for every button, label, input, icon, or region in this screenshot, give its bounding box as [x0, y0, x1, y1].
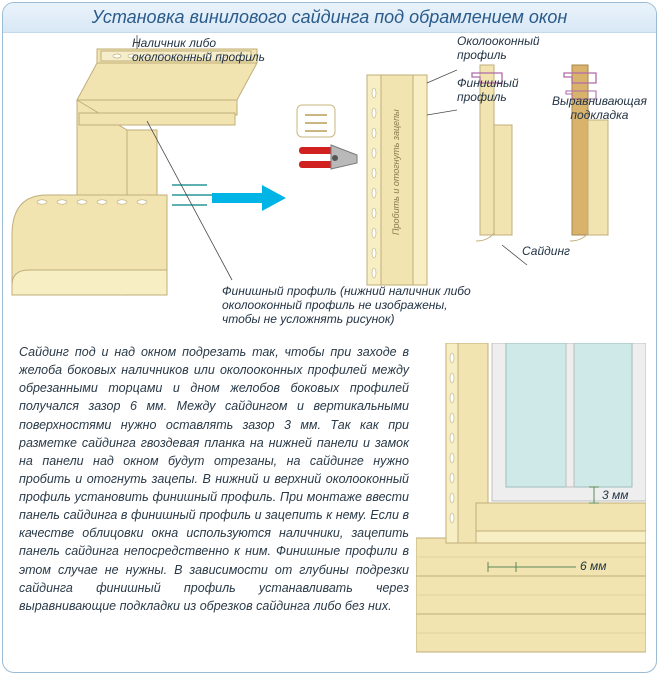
label-finish-note: Финишный профиль (нижний наличник либо о…	[222, 285, 482, 326]
top-diagram-region: Пробить и отогнуть зацепы	[7, 35, 652, 335]
punch-tool-panel: Пробить и отогнуть зацепы	[287, 65, 457, 295]
label-gap3: 3 мм	[602, 489, 628, 503]
label-siding: Сайдинг	[522, 245, 570, 259]
label-finish: Финишный профиль	[457, 77, 519, 105]
body-paragraph: Сайдинг под и над окном подрезать так, ч…	[19, 343, 409, 615]
label-gap6: 6 мм	[580, 560, 606, 574]
svg-text:Пробить и отогнуть зацепы: Пробить и отогнуть зацепы	[391, 109, 401, 235]
label-podkladka: Выравнивающая подкладка	[552, 95, 647, 123]
arrow-icon	[212, 185, 287, 211]
label-nalichnik: Наличник либо околооконный профиль	[132, 37, 265, 65]
infographic-frame: Установка винилового сайдинга под обрамл…	[2, 2, 657, 673]
label-okolookonny: Околооконный профиль	[457, 35, 540, 63]
page-title: Установка винилового сайдинга под обрамл…	[3, 3, 656, 33]
window-corner-diagram: 3 мм 6 мм	[416, 343, 646, 658]
